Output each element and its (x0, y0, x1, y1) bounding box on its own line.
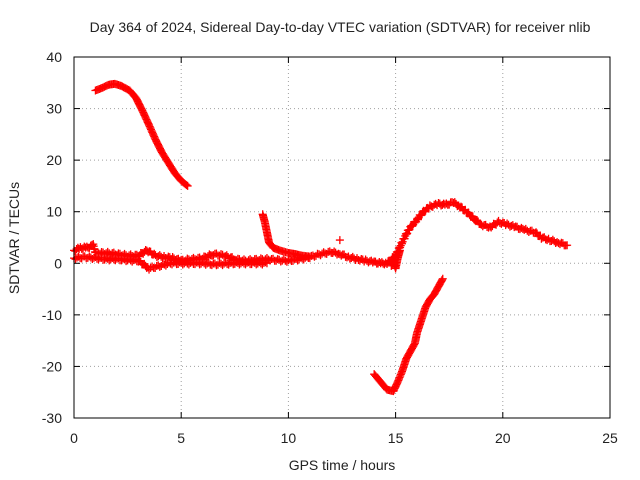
data-points (70, 79, 572, 396)
data-point (262, 259, 271, 268)
chart-title: Day 364 of 2024, Sidereal Day-to-day VTE… (90, 19, 591, 35)
y-tick-label: -20 (42, 358, 62, 374)
x-tick-label: 0 (70, 430, 78, 446)
x-tick-label: 25 (602, 430, 618, 446)
x-tick-label: 5 (177, 430, 185, 446)
grid (74, 57, 610, 418)
data-point (88, 240, 97, 249)
y-tick-label: -30 (42, 410, 62, 426)
data-point (395, 246, 404, 255)
data-point (182, 181, 191, 190)
data-point (335, 236, 344, 245)
y-tick-label: 10 (46, 204, 62, 220)
y-tick-label: 20 (46, 152, 62, 168)
data-point (438, 276, 447, 285)
x-tick-label: 20 (495, 430, 511, 446)
x-tick-label: 15 (388, 430, 404, 446)
y-axis-title: SDTVAR / TECUs (6, 182, 22, 294)
data-point (450, 198, 459, 207)
x-tick-label: 10 (281, 430, 297, 446)
y-tick-label: 40 (46, 49, 62, 65)
data-point (305, 252, 314, 261)
x-axis-title: GPS time / hours (289, 457, 396, 473)
data-point (438, 274, 447, 283)
data-point (261, 258, 270, 267)
y-tick-label: 30 (46, 101, 62, 117)
y-tick-label: -10 (42, 307, 62, 323)
y-tick-labels: -30 -20 -10 0 10 20 30 40 (42, 49, 62, 426)
data-point (183, 181, 192, 190)
plot-frame (73, 56, 611, 419)
data-point (563, 241, 572, 250)
data-point (140, 259, 149, 268)
data-point (408, 222, 417, 231)
axis-ticks (73, 56, 611, 419)
x-tick-labels: 0 5 10 15 20 25 (70, 430, 618, 446)
data-point (404, 226, 413, 235)
y-tick-label: 0 (54, 255, 62, 271)
